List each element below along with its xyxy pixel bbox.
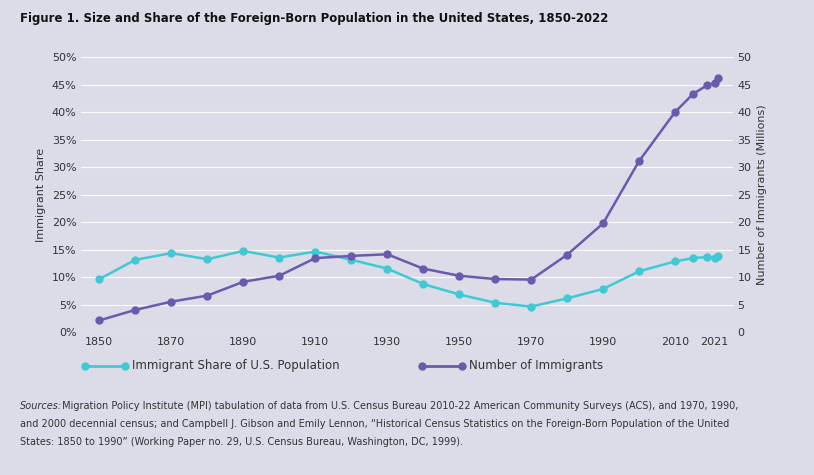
Text: Immigrant Share of U.S. Population: Immigrant Share of U.S. Population <box>132 359 340 372</box>
Text: Migration Policy Institute (MPI) tabulation of data from U.S. Census Bureau 2010: Migration Policy Institute (MPI) tabulat… <box>59 401 738 411</box>
Text: Sources:: Sources: <box>20 401 63 411</box>
Text: States: 1850 to 1990” (Working Paper no. 29, U.S. Census Bureau, Washington, DC,: States: 1850 to 1990” (Working Paper no.… <box>20 437 463 447</box>
Text: and 2000 decennial census; and Campbell J. Gibson and Emily Lennon, “Historical : and 2000 decennial census; and Campbell … <box>20 419 729 429</box>
Y-axis label: Number of Immigrants (Millions): Number of Immigrants (Millions) <box>757 104 767 285</box>
Text: Figure 1. Size and Share of the Foreign-Born Population in the United States, 18: Figure 1. Size and Share of the Foreign-… <box>20 12 609 25</box>
Text: Number of Immigrants: Number of Immigrants <box>469 359 603 372</box>
Y-axis label: Immigrant Share: Immigrant Share <box>37 148 46 242</box>
